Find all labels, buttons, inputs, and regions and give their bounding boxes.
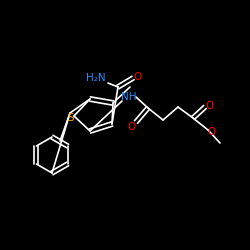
Text: NH: NH bbox=[121, 92, 137, 102]
Text: O: O bbox=[208, 127, 216, 137]
Text: S: S bbox=[68, 113, 74, 123]
Text: O: O bbox=[128, 122, 136, 132]
Text: H₂N: H₂N bbox=[86, 73, 106, 83]
Text: O: O bbox=[205, 101, 213, 111]
Text: O: O bbox=[133, 72, 141, 82]
